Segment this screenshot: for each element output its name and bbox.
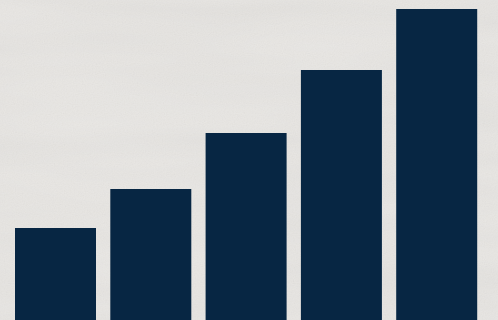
bar-2: [110, 189, 192, 320]
bar-3: [205, 133, 287, 320]
bar-1: [15, 228, 96, 320]
bar-5: [396, 9, 478, 320]
bars-group: [15, 9, 478, 320]
bar-4: [300, 70, 382, 320]
